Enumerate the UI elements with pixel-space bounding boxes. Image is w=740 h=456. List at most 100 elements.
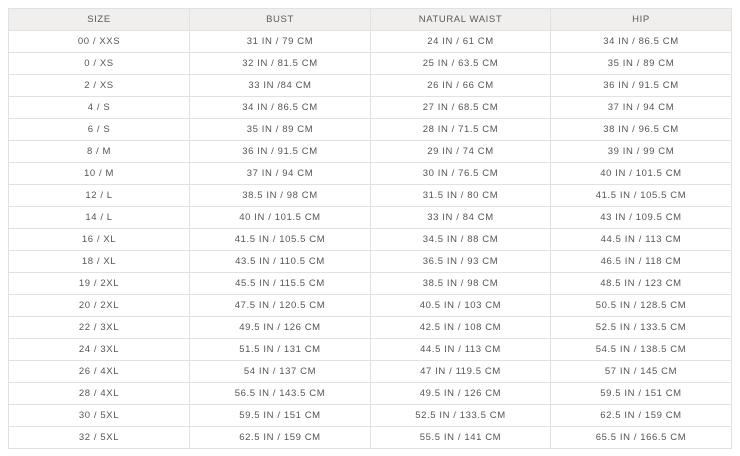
natural-waist-cell: 30 IN / 76.5 CM [370, 162, 551, 185]
natural-waist-cell: 47 IN / 119.5 CM [370, 360, 551, 383]
natural-waist-cell: 49.5 IN / 126 CM [370, 382, 551, 405]
natural-waist-cell: 26 IN / 66 CM [370, 74, 551, 97]
size-cell: 2 / XS [8, 74, 190, 97]
size-cell: 28 / 4XL [8, 382, 190, 405]
table-row: 10 / M 37 IN / 94 CM 30 IN / 76.5 CM 40 IN … [8, 162, 732, 185]
bust-cell: 40 IN / 101.5 CM [189, 206, 371, 229]
header-natural-waist: NATURAL WAIST [370, 8, 551, 31]
hip-cell: 48.5 IN / 123 CM [550, 272, 732, 295]
table-row: 30 / 5XL 59.5 IN / 151 CM 52.5 IN / 133.5 … [8, 404, 732, 427]
size-cell: 26 / 4XL [8, 360, 190, 383]
natural-waist-cell: 55.5 IN / 141 CM [370, 426, 551, 449]
bust-cell: 54 IN / 137 CM [189, 360, 371, 383]
bust-cell: 31 IN / 79 CM [189, 30, 371, 53]
bust-cell: 36 IN / 91.5 CM [189, 140, 371, 163]
table-row: 4 / S 34 IN / 86.5 CM 27 IN / 68.5 CM 37 IN… [8, 96, 732, 119]
hip-cell: 38 IN / 96.5 CM [550, 118, 732, 141]
hip-cell: 37 IN / 94 CM [550, 96, 732, 119]
table-row: 32 / 5XL 62.5 IN / 159 CM 55.5 IN / 141 CM… [8, 426, 732, 449]
hip-cell: 41.5 IN / 105.5 CM [550, 184, 732, 207]
table-row: 20 / 2XL 47.5 IN / 120.5 CM 40.5 IN / 103 … [8, 294, 732, 317]
size-cell: 19 / 2XL [8, 272, 190, 295]
natural-waist-cell: 34.5 IN / 88 CM [370, 228, 551, 251]
size-cell: 16 / XL [8, 228, 190, 251]
natural-waist-cell: 36.5 IN / 93 CM [370, 250, 551, 273]
natural-waist-cell: 29 IN / 74 CM [370, 140, 551, 163]
header-hip: HIP [550, 8, 732, 31]
bust-cell: 41.5 IN / 105.5 CM [189, 228, 371, 251]
table-row: 24 / 3XL 51.5 IN / 131 CM 44.5 IN / 113 CM… [8, 338, 732, 361]
table-row: 28 / 4XL 56.5 IN / 143.5 CM 49.5 IN / 126 … [8, 382, 732, 405]
bust-cell: 37 IN / 94 CM [189, 162, 371, 185]
natural-waist-cell: 44.5 IN / 113 CM [370, 338, 551, 361]
hip-cell: 39 IN / 99 CM [550, 140, 732, 163]
table-row: 22 / 3XL 49.5 IN / 126 CM 42.5 IN / 108 CM… [8, 316, 732, 339]
size-cell: 30 / 5XL [8, 404, 190, 427]
table-row: 6 / S 35 IN / 89 CM 28 IN / 71.5 CM 38 IN /… [8, 118, 732, 141]
natural-waist-cell: 33 IN / 84 CM [370, 206, 551, 229]
size-cell: 0 / XS [8, 52, 190, 75]
size-cell: 32 / 5XL [8, 426, 190, 449]
bust-cell: 45.5 IN / 115.5 CM [189, 272, 371, 295]
bust-cell: 34 IN / 86.5 CM [189, 96, 371, 119]
natural-waist-cell: 24 IN / 61 CM [370, 30, 551, 53]
header-row: SIZE BUST NATURAL WAIST HIP [8, 8, 732, 31]
natural-waist-cell: 38.5 IN / 98 CM [370, 272, 551, 295]
size-cell: 14 / L [8, 206, 190, 229]
hip-cell: 34 IN / 86.5 CM [550, 30, 732, 53]
table-row: 26 / 4XL 54 IN / 137 CM 47 IN / 119.5 CM 57… [8, 360, 732, 383]
header-bust: BUST [189, 8, 371, 31]
header-size: SIZE [8, 8, 190, 31]
natural-waist-cell: 42.5 IN / 108 CM [370, 316, 551, 339]
size-cell: 8 / M [8, 140, 190, 163]
bust-cell: 59.5 IN / 151 CM [189, 404, 371, 427]
table-row: 14 / L 40 IN / 101.5 CM 33 IN / 84 CM 43 IN… [8, 206, 732, 229]
table-row: 16 / XL 41.5 IN / 105.5 CM 34.5 IN / 88 CM… [8, 228, 732, 251]
hip-cell: 65.5 IN / 166.5 CM [550, 426, 732, 449]
table-row: 2 / XS 33 IN /84 CM 26 IN / 66 CM 36 IN / 9… [8, 74, 732, 97]
table-row: 00 / XXS 31 IN / 79 CM 24 IN / 61 CM 34 IN … [8, 30, 732, 53]
table-row: 8 / M 36 IN / 91.5 CM 29 IN / 74 CM 39 IN /… [8, 140, 732, 163]
natural-waist-cell: 27 IN / 68.5 CM [370, 96, 551, 119]
bust-cell: 32 IN / 81.5 CM [189, 52, 371, 75]
hip-cell: 57 IN / 145 CM [550, 360, 732, 383]
size-cell: 4 / S [8, 96, 190, 119]
bust-cell: 62.5 IN / 159 CM [189, 426, 371, 449]
natural-waist-cell: 28 IN / 71.5 CM [370, 118, 551, 141]
table-row: 19 / 2XL 45.5 IN / 115.5 CM 38.5 IN / 98 C… [8, 272, 732, 295]
natural-waist-cell: 25 IN / 63.5 CM [370, 52, 551, 75]
bust-cell: 56.5 IN / 143.5 CM [189, 382, 371, 405]
hip-cell: 54.5 IN / 138.5 CM [550, 338, 732, 361]
size-cell: 22 / 3XL [8, 316, 190, 339]
hip-cell: 50.5 IN / 128.5 CM [550, 294, 732, 317]
bust-cell: 33 IN /84 CM [189, 74, 371, 97]
table-row: 12 / L 38.5 IN / 98 CM 31.5 IN / 80 CM 41.5… [8, 184, 732, 207]
size-cell: 6 / S [8, 118, 190, 141]
natural-waist-cell: 52.5 IN / 133.5 CM [370, 404, 551, 427]
hip-cell: 35 IN / 89 CM [550, 52, 732, 75]
hip-cell: 44.5 IN / 113 CM [550, 228, 732, 251]
hip-cell: 46.5 IN / 118 CM [550, 250, 732, 273]
bust-cell: 51.5 IN / 131 CM [189, 338, 371, 361]
hip-cell: 36 IN / 91.5 CM [550, 74, 732, 97]
bust-cell: 47.5 IN / 120.5 CM [189, 294, 371, 317]
table-row: 18 / XL 43.5 IN / 110.5 CM 36.5 IN / 93 CM… [8, 250, 732, 273]
hip-cell: 40 IN / 101.5 CM [550, 162, 732, 185]
table-row: 0 / XS 32 IN / 81.5 CM 25 IN / 63.5 CM 35 I… [8, 52, 732, 75]
bust-cell: 38.5 IN / 98 CM [189, 184, 371, 207]
size-cell: 18 / XL [8, 250, 190, 273]
size-cell: 12 / L [8, 184, 190, 207]
bust-cell: 49.5 IN / 126 CM [189, 316, 371, 339]
hip-cell: 62.5 IN / 159 CM [550, 404, 732, 427]
bust-cell: 43.5 IN / 110.5 CM [189, 250, 371, 273]
size-cell: 00 / XXS [8, 30, 190, 53]
size-cell: 10 / M [8, 162, 190, 185]
size-cell: 24 / 3XL [8, 338, 190, 361]
hip-cell: 52.5 IN / 133.5 CM [550, 316, 732, 339]
natural-waist-cell: 40.5 IN / 103 CM [370, 294, 551, 317]
hip-cell: 59.5 IN / 151 CM [550, 382, 732, 405]
bust-cell: 35 IN / 89 CM [189, 118, 371, 141]
hip-cell: 43 IN / 109.5 CM [550, 206, 732, 229]
size-cell: 20 / 2XL [8, 294, 190, 317]
natural-waist-cell: 31.5 IN / 80 CM [370, 184, 551, 207]
